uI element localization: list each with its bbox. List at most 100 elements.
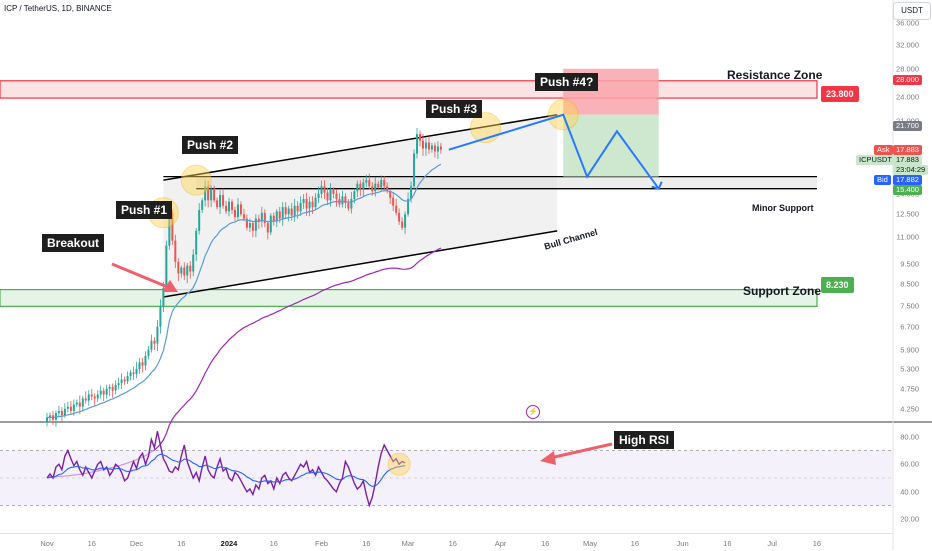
rsi-tick: 60.00	[900, 459, 919, 469]
annotation-push-3: Push #3	[426, 100, 483, 118]
price-tick: 21.000	[896, 116, 919, 125]
support-zone	[0, 289, 818, 307]
date-tick: 16	[362, 539, 371, 548]
candle-body	[162, 288, 165, 307]
candle-body	[389, 191, 392, 198]
candle-body	[195, 230, 198, 255]
candle-body	[219, 195, 222, 208]
candle-body	[386, 186, 389, 192]
date-tick: Dec	[129, 539, 144, 548]
date-tick: 16	[448, 539, 457, 548]
candle-body	[186, 265, 189, 276]
candle-body	[308, 201, 311, 209]
time-axis[interactable]: Nov 16 Dec 16 2024 16 Feb 16 Mar 16 Apr 16 May 16 Jun 1…	[0, 533, 893, 551]
candle-body	[299, 203, 302, 212]
candle-body	[278, 211, 281, 219]
candle-body	[105, 388, 108, 395]
price-tick: 6.700	[900, 322, 919, 332]
candle-body	[233, 209, 236, 218]
date-tick: 16	[812, 539, 822, 548]
candle-body	[90, 394, 93, 397]
candle-body	[171, 212, 174, 241]
candle-body	[413, 153, 416, 187]
candle-body	[368, 180, 371, 187]
candle-body	[213, 188, 216, 201]
candle-body	[407, 199, 410, 215]
candle-body	[383, 180, 386, 187]
channel-upper-line	[163, 114, 558, 181]
candle-body	[356, 183, 359, 192]
candle-body	[430, 145, 433, 150]
rsi-tick: 80.00	[900, 432, 919, 442]
price-tick: 8.500	[900, 279, 919, 289]
candle-body	[63, 408, 66, 416]
date-tick: 2024	[220, 539, 238, 548]
candle-body	[225, 205, 228, 212]
candle-body	[374, 183, 377, 192]
candle-body	[150, 340, 153, 350]
label-support-zone: Support Zone	[743, 284, 821, 298]
candle-body	[311, 201, 314, 208]
annotation-push-2: Push #2	[182, 136, 239, 154]
candle-body	[135, 368, 138, 375]
currency-selector[interactable]: USDT	[893, 2, 931, 20]
price-tick: 4.750	[900, 384, 919, 394]
lightning-icon[interactable]: ⚡	[526, 405, 540, 419]
candle-body	[183, 267, 186, 276]
candle-body	[427, 142, 430, 150]
level-15-badge: 15.400	[893, 185, 922, 195]
candle-body	[329, 189, 332, 201]
candle-body	[266, 223, 269, 233]
candle-body	[168, 212, 171, 246]
candle-body	[302, 199, 305, 204]
candle-body	[290, 208, 293, 216]
candle-body	[46, 417, 48, 422]
date-tick: Mar	[401, 539, 415, 548]
candle-body	[156, 326, 159, 344]
rsi-tick: 20.00	[900, 514, 919, 524]
minor-support-band	[196, 176, 817, 189]
annotation-breakout: Breakout	[42, 234, 105, 252]
candle-body	[317, 193, 320, 198]
candle-body	[102, 390, 105, 395]
annotation-push-4: Push #4?	[535, 73, 599, 91]
candle-body	[332, 189, 335, 194]
candle-body	[353, 191, 356, 200]
candle-body	[260, 212, 263, 222]
candle-body	[69, 406, 72, 411]
candle-body	[380, 180, 383, 188]
candle-body	[416, 134, 419, 154]
candle-body	[231, 201, 234, 210]
candle-body	[424, 142, 427, 149]
candle-body	[222, 195, 225, 206]
candle-body	[419, 134, 421, 141]
candle-body	[180, 267, 183, 274]
candle-body	[129, 372, 132, 376]
support-price-tag: 8.230	[821, 277, 854, 293]
ema-fast-line	[46, 163, 442, 419]
candle-body	[245, 218, 248, 228]
rsi-line	[46, 431, 406, 508]
candle-body	[75, 402, 78, 405]
candle-body	[66, 406, 69, 409]
candle-body	[165, 245, 168, 289]
candle-body	[239, 204, 242, 215]
candle-body	[210, 188, 213, 201]
bar-countdown: 23:04:29	[893, 165, 929, 175]
candle-body	[198, 209, 201, 231]
candle-body	[377, 183, 380, 188]
candle-body	[421, 140, 424, 149]
candle-body	[392, 197, 395, 206]
candle-body	[108, 386, 111, 389]
label-minor-support: Minor Support	[752, 203, 814, 213]
ask-label: Ask	[874, 145, 893, 155]
candle-body	[84, 398, 87, 401]
price-axis[interactable]: 36.00032.00028.00024.00021.00018.00016.0…	[893, 0, 932, 422]
candle-body	[284, 207, 287, 215]
candle-body	[99, 390, 102, 395]
candle-body	[398, 212, 401, 222]
candle-body	[439, 146, 442, 150]
candle-body	[81, 398, 84, 407]
breakout-arrow	[111, 262, 171, 290]
candle-body	[132, 372, 135, 375]
